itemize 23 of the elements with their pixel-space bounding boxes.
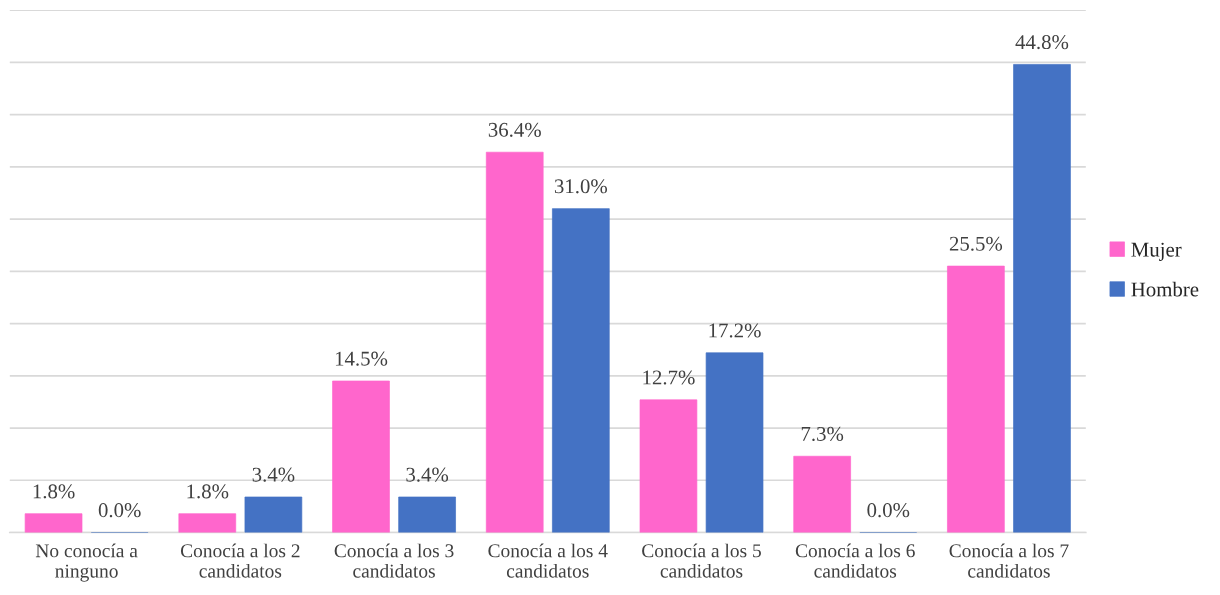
data-label: 31.0% bbox=[554, 179, 608, 194]
data-label: 7.3% bbox=[801, 426, 844, 441]
data-label: 3.4% bbox=[252, 467, 295, 482]
legend-label: Mujer bbox=[1131, 242, 1182, 261]
legend-label: Hombre bbox=[1131, 281, 1199, 297]
data-label: 36.4% bbox=[488, 122, 541, 137]
data-label: 14.5% bbox=[335, 351, 388, 366]
data-label: 1.8% bbox=[187, 484, 229, 499]
data-label: 3.4% bbox=[406, 467, 449, 482]
data-label: 0.0% bbox=[98, 503, 141, 518]
x-tick-label: Conocía a los 3 candidatos bbox=[334, 543, 454, 578]
x-tick-label: No conocía a ninguno bbox=[35, 543, 138, 582]
data-label: 44.8% bbox=[1015, 35, 1069, 50]
data-label: 1.8% bbox=[33, 484, 75, 499]
data-label: 12.7% bbox=[643, 370, 695, 385]
data-label: 0.0% bbox=[867, 503, 910, 518]
x-tick-label: Conocía a los 4 candidatos bbox=[488, 543, 608, 578]
data-label: 17.2% bbox=[709, 323, 761, 338]
x-tick-label: Conocía a los 6 candidatos bbox=[795, 543, 915, 578]
x-tick-label: Conocía a los 7 candidatos bbox=[949, 543, 1069, 578]
data-label: 25.5% bbox=[949, 236, 1003, 251]
x-tick-label: Conocía a los 2 candidatos bbox=[180, 543, 300, 578]
x-tick-label: Conocía a los 5 candidatos bbox=[642, 543, 761, 578]
